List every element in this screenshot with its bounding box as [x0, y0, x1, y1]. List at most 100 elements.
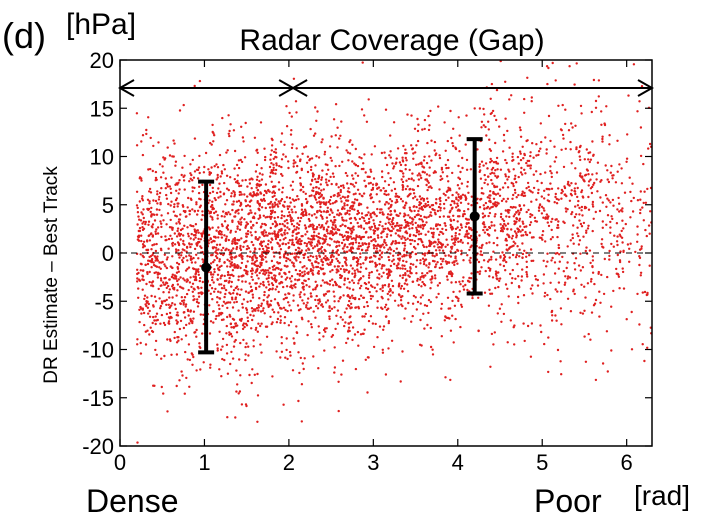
- data-point: [154, 176, 158, 180]
- data-point: [189, 317, 192, 321]
- data-point: [223, 215, 226, 218]
- data-point: [277, 290, 280, 294]
- data-point: [325, 173, 328, 176]
- data-point: [642, 162, 645, 166]
- data-point: [237, 288, 240, 291]
- data-point: [465, 229, 469, 233]
- data-point: [415, 228, 419, 232]
- data-point: [378, 223, 381, 227]
- data-point: [211, 200, 214, 203]
- data-point: [183, 224, 186, 227]
- data-point: [329, 261, 332, 264]
- data-point: [352, 296, 355, 300]
- data-point: [149, 191, 153, 194]
- data-point: [230, 255, 234, 259]
- data-point: [515, 181, 518, 184]
- data-point: [385, 201, 388, 204]
- data-point: [423, 284, 427, 287]
- data-point: [261, 222, 264, 226]
- data-point: [258, 183, 261, 186]
- data-point: [338, 137, 341, 140]
- data-point: [450, 235, 454, 238]
- data-point: [357, 270, 360, 273]
- data-point: [225, 343, 229, 347]
- data-point: [385, 315, 388, 318]
- data-point: [230, 335, 234, 338]
- data-point: [519, 208, 522, 212]
- data-point: [237, 159, 241, 162]
- data-point: [610, 164, 613, 168]
- data-point: [578, 174, 582, 177]
- data-point: [193, 288, 196, 291]
- data-point: [187, 288, 190, 292]
- data-point: [525, 270, 528, 274]
- data-point: [338, 194, 341, 197]
- data-point: [291, 241, 294, 244]
- data-point: [321, 263, 324, 267]
- data-point: [411, 223, 414, 226]
- data-point: [373, 238, 376, 241]
- data-point: [290, 275, 294, 278]
- data-point: [561, 255, 564, 259]
- data-point: [141, 228, 145, 232]
- data-point: [280, 165, 283, 169]
- data-point: [496, 162, 500, 165]
- data-point: [500, 303, 503, 306]
- data-point: [339, 224, 342, 228]
- data-point: [325, 222, 328, 225]
- data-point: [417, 209, 420, 213]
- data-point: [546, 199, 549, 202]
- data-point: [160, 214, 163, 217]
- data-point: [380, 232, 383, 235]
- data-point: [645, 293, 648, 297]
- x-right-label: Poor: [534, 483, 602, 519]
- data-point: [281, 191, 284, 194]
- data-point: [636, 292, 639, 296]
- data-point: [142, 216, 145, 220]
- data-point: [632, 63, 636, 66]
- data-point: [217, 290, 220, 293]
- data-point: [192, 176, 196, 179]
- data-point: [353, 333, 357, 336]
- data-point: [264, 256, 267, 259]
- data-point: [606, 275, 609, 279]
- data-point: [271, 191, 274, 194]
- data-point: [269, 158, 272, 161]
- data-point: [385, 308, 389, 312]
- data-point: [466, 242, 470, 245]
- data-point: [162, 291, 165, 294]
- data-point: [227, 188, 230, 192]
- data-point: [323, 281, 326, 284]
- data-point: [529, 213, 532, 216]
- data-point: [230, 350, 233, 354]
- data-point: [442, 215, 445, 218]
- data-point: [273, 220, 277, 223]
- data-point: [399, 163, 403, 167]
- data-point: [580, 189, 584, 192]
- data-point: [599, 301, 602, 304]
- data-point: [616, 139, 619, 142]
- data-point: [157, 198, 161, 201]
- data-point: [523, 97, 526, 101]
- data-point: [403, 282, 407, 285]
- data-point: [525, 210, 528, 214]
- data-point: [189, 276, 192, 279]
- data-point: [281, 174, 284, 177]
- data-point: [573, 292, 576, 296]
- data-point: [195, 229, 198, 232]
- data-point: [639, 198, 642, 201]
- data-point: [426, 141, 429, 145]
- data-point: [362, 227, 366, 230]
- data-point: [504, 224, 507, 227]
- range-arrow-head-left: [291, 79, 308, 97]
- data-point: [597, 272, 600, 275]
- data-point: [214, 246, 218, 249]
- data-point: [347, 326, 351, 329]
- x-left-label: Dense: [86, 483, 179, 519]
- data-point: [197, 295, 201, 298]
- data-point: [293, 265, 296, 268]
- data-point: [425, 173, 429, 176]
- data-point: [292, 299, 295, 302]
- data-point: [504, 117, 507, 120]
- data-point: [300, 204, 304, 207]
